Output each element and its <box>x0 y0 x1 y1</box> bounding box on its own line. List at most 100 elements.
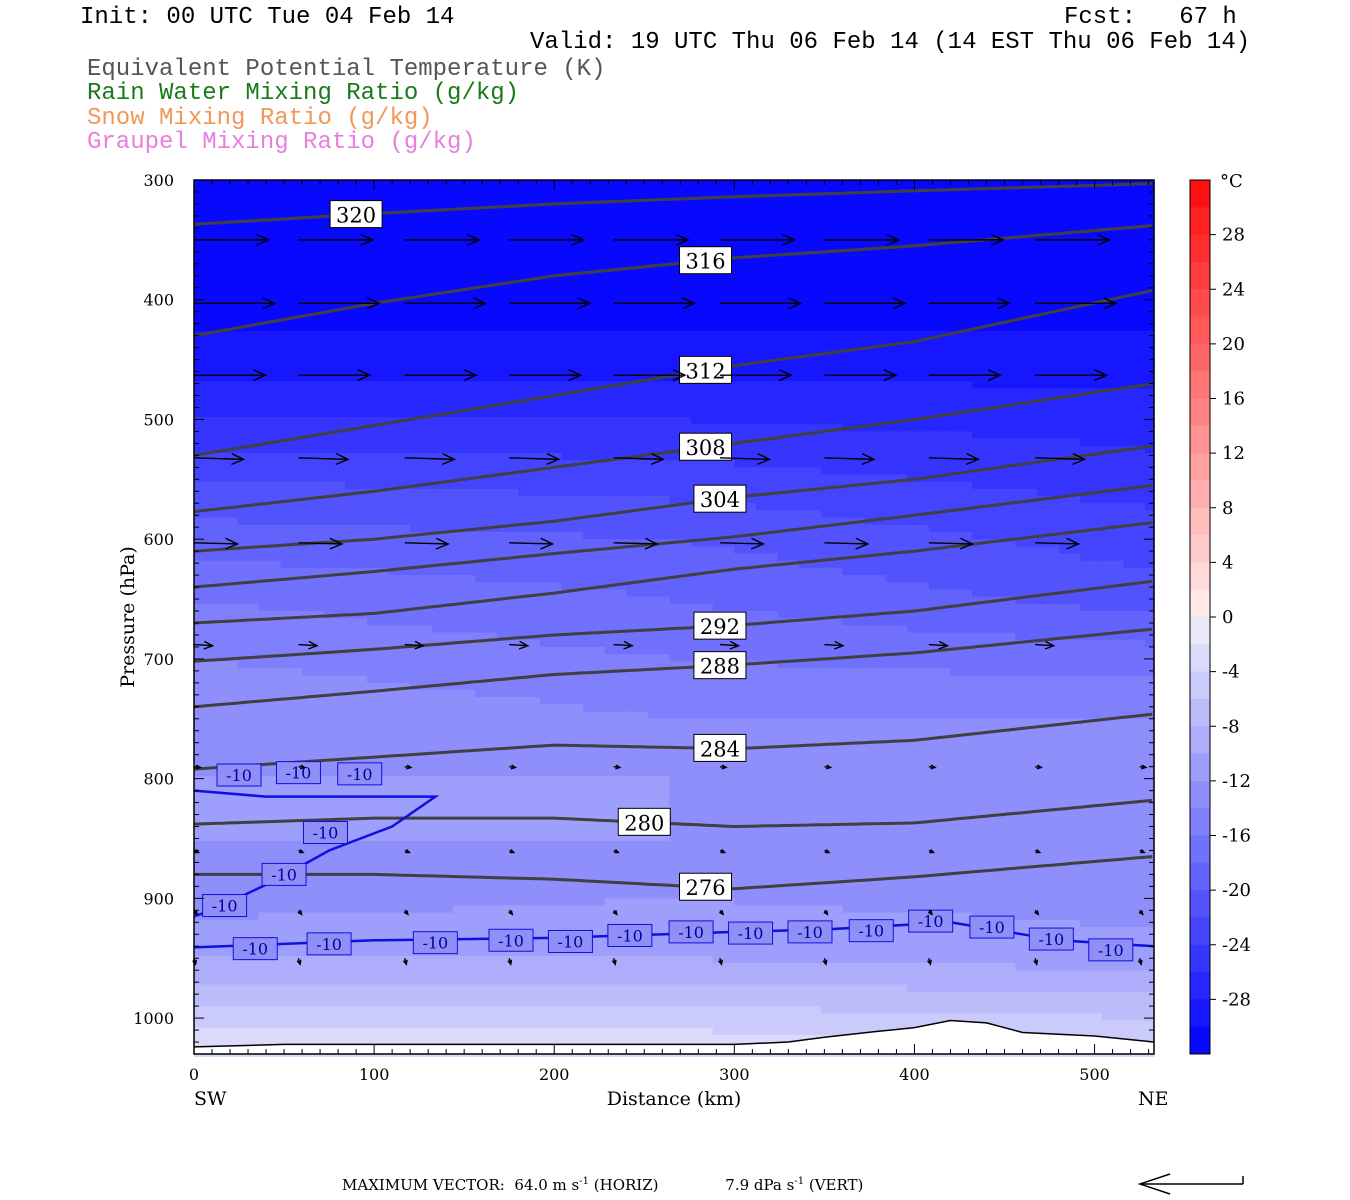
field-cell <box>691 826 714 835</box>
field-cell <box>712 575 735 583</box>
field-cell <box>518 503 541 512</box>
field-cell <box>972 366 995 375</box>
field-cell <box>323 287 346 296</box>
field-cell <box>366 862 390 871</box>
field-cell <box>431 201 454 210</box>
field-cell <box>1123 208 1146 217</box>
field-cell <box>237 323 260 332</box>
field-cell <box>604 625 627 634</box>
field-cell <box>345 524 368 533</box>
field-cell <box>1080 452 1103 461</box>
field-cell <box>1036 668 1060 677</box>
field-cell <box>258 927 282 935</box>
field-cell <box>972 776 995 785</box>
field-cell <box>1015 373 1038 382</box>
field-cell <box>1101 668 1124 677</box>
field-cell <box>366 180 390 188</box>
field-cell <box>194 596 217 605</box>
field-cell <box>431 891 454 899</box>
field-cell <box>712 682 735 691</box>
field-cell <box>366 431 390 440</box>
field-cell <box>626 603 649 612</box>
field-cell <box>691 273 714 282</box>
field-cell <box>669 646 692 655</box>
field-cell <box>950 948 973 957</box>
field-cell <box>972 876 995 885</box>
field-cell <box>431 740 454 749</box>
field-cell <box>583 194 606 203</box>
field-cell <box>1015 912 1038 921</box>
field-cell <box>777 783 800 792</box>
field-cell <box>734 955 757 964</box>
field-cell <box>755 452 779 461</box>
field-cell <box>755 524 779 533</box>
field-cell <box>907 531 930 540</box>
field-cell <box>323 855 346 864</box>
field-cell <box>302 259 325 267</box>
field-cell <box>539 690 563 698</box>
field-cell <box>755 496 779 504</box>
field-cell <box>820 338 844 346</box>
field-cell <box>885 553 908 562</box>
field-cell <box>1123 359 1146 368</box>
field-cell <box>928 323 952 332</box>
field-cell <box>820 524 844 533</box>
field-cell <box>410 740 433 749</box>
field-cell <box>842 589 865 598</box>
field-cell <box>518 424 541 433</box>
field-cell <box>864 675 887 684</box>
field-cell <box>539 970 563 978</box>
field-cell <box>539 618 563 626</box>
field-cell <box>474 381 498 389</box>
field-cell <box>647 646 671 655</box>
field-cell <box>1123 611 1146 619</box>
field-cell <box>1058 783 1081 792</box>
field-cell <box>712 330 735 339</box>
field-cell <box>734 323 757 332</box>
field-cell <box>691 963 714 971</box>
field-cell <box>734 467 757 476</box>
field-cell <box>669 309 692 318</box>
field-cell <box>1123 733 1146 741</box>
field-cell <box>474 481 498 490</box>
field-cell <box>864 223 887 231</box>
field-cell <box>1080 560 1103 569</box>
field-cell <box>755 395 779 404</box>
field-cell <box>691 381 714 389</box>
field-cell <box>323 280 346 289</box>
field-cell <box>1036 294 1060 303</box>
field-cell <box>604 675 627 684</box>
field-cell <box>928 654 952 662</box>
field-cell <box>604 345 627 354</box>
field-cell <box>842 675 865 684</box>
field-cell <box>1036 711 1060 720</box>
field-cell <box>215 675 238 684</box>
field-cell <box>194 237 217 246</box>
field-cell <box>496 510 519 519</box>
field-cell <box>474 668 498 677</box>
field-cell <box>604 474 627 483</box>
field-cell <box>1144 804 1155 813</box>
field-cell <box>1101 496 1124 504</box>
field-cell <box>237 330 260 339</box>
field-cell <box>215 582 238 591</box>
field-cell <box>280 898 303 907</box>
field-cell <box>453 776 476 785</box>
field-cell <box>928 215 952 224</box>
field-cell <box>518 769 541 777</box>
field-cell <box>539 646 563 655</box>
field-cell <box>928 668 952 677</box>
field-cell <box>345 316 368 325</box>
field-cell <box>820 567 844 576</box>
field-cell <box>1080 804 1103 813</box>
field-cell <box>1015 646 1038 655</box>
field-cell <box>972 575 995 583</box>
field-cell <box>647 754 671 763</box>
field-cell <box>280 417 303 425</box>
field-cell <box>777 905 800 914</box>
field-cell <box>647 848 671 856</box>
field-cell <box>1123 783 1146 792</box>
field-cell <box>972 855 995 864</box>
field-cell <box>345 919 368 928</box>
field-cell <box>1144 503 1155 512</box>
